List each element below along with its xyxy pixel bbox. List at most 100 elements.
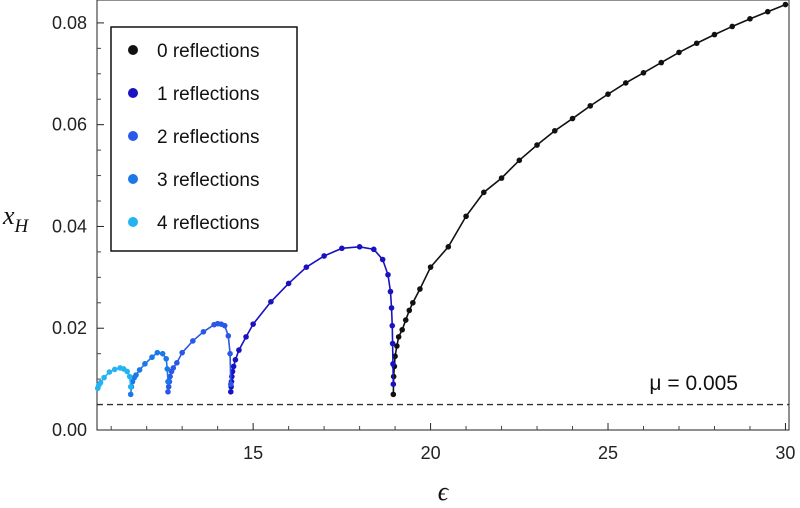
data-point <box>463 213 469 220</box>
data-point <box>227 389 234 395</box>
y-axis-label: xH <box>2 201 30 237</box>
data-point <box>227 381 234 388</box>
data-point <box>97 379 104 386</box>
data-point <box>417 286 423 292</box>
data-point <box>693 40 700 47</box>
data-point <box>339 245 345 252</box>
legend-marker <box>128 131 138 141</box>
series-line <box>229 245 395 392</box>
data-point <box>389 322 396 329</box>
data-point <box>200 328 207 335</box>
data-point <box>389 340 396 347</box>
data-point <box>385 271 391 278</box>
data-point <box>142 361 148 367</box>
data-point <box>243 334 249 340</box>
data-point <box>395 334 402 340</box>
axes: 15 20 25 30 0.00 0.02 0.04 0.06 0.08 <box>52 13 796 463</box>
data-point <box>232 356 239 363</box>
data-point <box>227 350 233 357</box>
data-point <box>402 317 409 323</box>
data-point <box>729 23 736 30</box>
plot-frame <box>96 0 790 431</box>
y-tick-label: 0.06 <box>52 115 87 135</box>
data-point <box>569 115 576 122</box>
y-axis-label-main: x <box>2 201 15 230</box>
y-axis-label-sub: H <box>14 216 30 237</box>
data-point <box>399 326 405 333</box>
data-point <box>106 369 113 375</box>
legend-label: 4 reflections <box>157 213 259 234</box>
data-point <box>379 256 386 263</box>
data-point <box>356 244 363 250</box>
series-0 <box>390 1 789 398</box>
data-point <box>622 80 629 86</box>
data-point <box>136 367 143 373</box>
data-point <box>658 59 665 66</box>
data-point <box>225 333 232 339</box>
data-point <box>387 288 394 295</box>
data-point <box>230 363 237 370</box>
series-2 <box>165 320 234 395</box>
data-point <box>303 264 310 270</box>
data-point <box>427 264 434 270</box>
data-point <box>390 381 397 388</box>
data-point <box>236 347 242 353</box>
series-line <box>167 322 232 392</box>
data-point <box>445 244 452 250</box>
data-point <box>167 373 173 380</box>
series-line <box>392 3 786 395</box>
legend: 0 reflections 1 reflections 2 reflections 3… <box>110 26 298 252</box>
legend-marker <box>128 45 138 55</box>
data-point <box>164 366 171 372</box>
data-point <box>165 383 172 390</box>
x-tick-label: 15 <box>243 443 263 463</box>
data-point <box>154 349 161 356</box>
legend-marker <box>128 88 138 98</box>
data-point <box>165 378 171 385</box>
legend-label: 1 reflections <box>157 84 259 105</box>
data-point <box>124 368 130 375</box>
y-tick-label: 0.02 <box>52 318 87 338</box>
x-tick-label: 25 <box>598 443 618 463</box>
data-point <box>126 373 133 380</box>
data-point <box>747 16 753 22</box>
data-point <box>268 298 274 305</box>
data-point <box>676 49 682 56</box>
data-point <box>111 366 118 373</box>
legend-label: 0 reflections <box>157 41 259 62</box>
data-point <box>250 321 256 327</box>
data-point <box>371 246 377 253</box>
data-point <box>406 307 413 314</box>
y-tick-label: 0.08 <box>52 13 87 33</box>
data-point <box>392 353 398 360</box>
data-point <box>390 391 397 398</box>
data-point <box>190 338 196 344</box>
data-point <box>605 91 611 97</box>
data-point <box>127 391 134 398</box>
series-layer <box>94 1 789 398</box>
y-tick-label: 0.00 <box>52 420 87 440</box>
data-point <box>711 31 718 38</box>
data-point <box>321 253 327 259</box>
data-point <box>165 389 171 395</box>
data-point <box>640 69 647 76</box>
data-point <box>149 354 155 361</box>
series-3 <box>127 349 171 398</box>
legend-label: 2 reflections <box>157 127 259 148</box>
data-point <box>163 355 169 362</box>
data-point <box>221 322 228 329</box>
data-point <box>179 349 185 356</box>
data-point <box>133 372 139 378</box>
legend-label: 3 reflections <box>157 170 259 191</box>
legend-marker <box>128 217 138 227</box>
data-point <box>498 175 505 181</box>
data-point <box>410 299 416 306</box>
x-tick-label: 30 <box>775 443 795 463</box>
mu-annotation: μ = 0.005 <box>649 372 738 395</box>
data-point <box>174 360 180 366</box>
data-point <box>534 142 540 148</box>
data-point <box>481 189 487 196</box>
data-point <box>285 280 292 287</box>
data-point <box>516 157 523 164</box>
